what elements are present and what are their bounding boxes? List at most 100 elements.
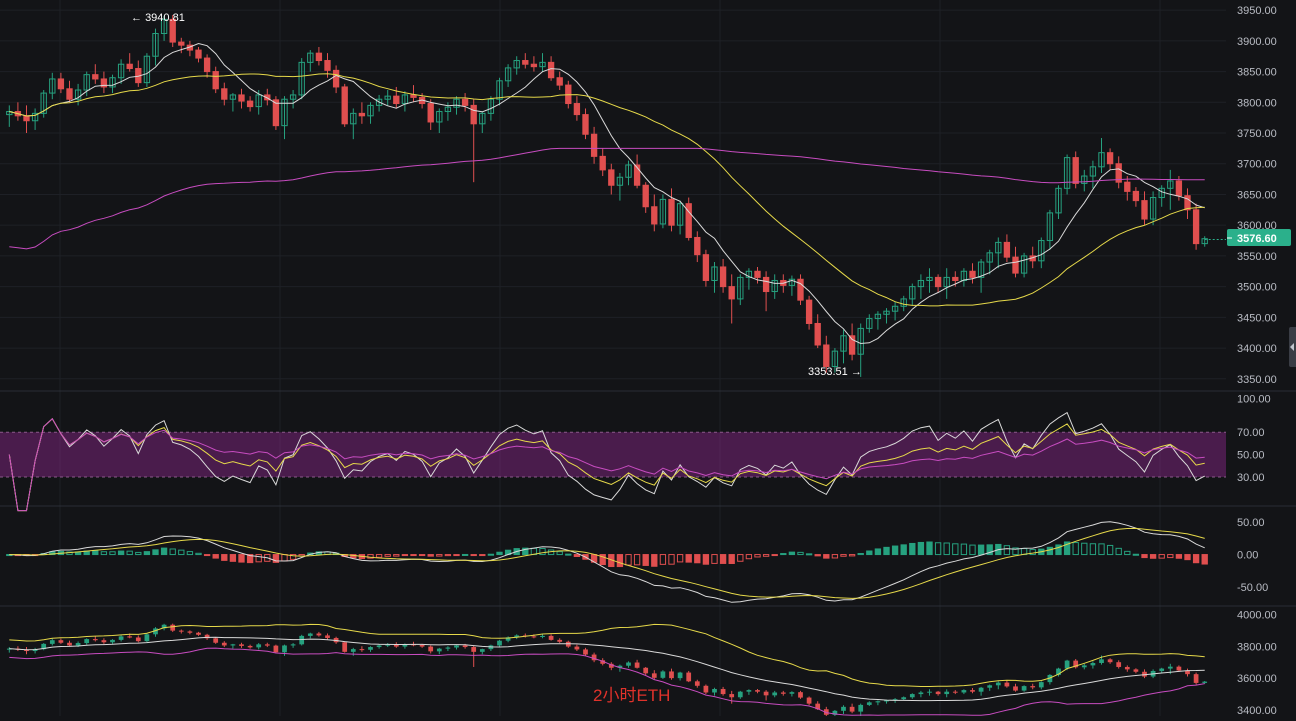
candle-up: [866, 318, 873, 329]
candle-down: [410, 94, 417, 98]
price-tick-label: 3650.00: [1237, 189, 1277, 201]
candle-down: [633, 164, 641, 186]
candle-down: [1192, 209, 1200, 245]
macd-histogram-bar: [436, 554, 443, 557]
overview-candle: [1090, 662, 1096, 666]
macd-histogram-bar: [969, 544, 976, 556]
overview-candle: [694, 681, 700, 686]
macd-histogram-bar: [203, 554, 211, 557]
candle-up: [1089, 166, 1097, 177]
overview-candle: [772, 692, 778, 696]
candle-up: [49, 78, 56, 94]
macd-histogram-bar: [831, 554, 839, 559]
overview-candle: [849, 706, 855, 712]
overview-candle: [24, 649, 29, 652]
candle-up: [840, 335, 847, 352]
overview-candle: [1167, 666, 1173, 669]
overview-candle: [178, 630, 184, 632]
ma-fast-line: [9, 42, 1205, 345]
overview-candle: [514, 635, 520, 638]
overview-candle: [264, 644, 270, 646]
candle-down: [805, 299, 813, 324]
candle-up: [1055, 187, 1062, 214]
overview-candle: [703, 685, 709, 693]
macd-histogram-bar: [1132, 553, 1140, 556]
macd-histogram-bar: [470, 554, 477, 557]
overview-candle: [583, 649, 588, 655]
macd-histogram-bar: [1192, 554, 1200, 564]
macd-histogram-bar: [900, 544, 907, 556]
overview-tick-label: 3400.00: [1237, 705, 1277, 716]
overview-candle: [815, 703, 821, 710]
candle-up: [900, 298, 907, 307]
overview-candle: [110, 639, 115, 643]
candle-up: [1081, 175, 1088, 184]
macd-histogram-bar: [711, 554, 718, 564]
candle-up: [255, 94, 262, 108]
candle-up: [160, 18, 168, 34]
candle-up: [883, 310, 890, 315]
last-price-tag: 3576.60: [1227, 229, 1291, 246]
candle-down: [668, 198, 675, 226]
candle-up: [444, 106, 452, 113]
candle-down: [1124, 181, 1131, 192]
macd-histogram-bar: [109, 551, 116, 556]
macd-histogram-bar: [367, 554, 374, 559]
macd-histogram-bar: [212, 554, 219, 559]
overview-candle: [1047, 674, 1053, 683]
candle-down: [823, 344, 830, 367]
candle-up: [143, 55, 151, 84]
macd-histogram-bar: [556, 551, 563, 556]
macd-histogram-bar: [625, 554, 632, 566]
macd-histogram-bar: [178, 549, 185, 556]
candle-up: [539, 61, 546, 68]
overview-candle: [471, 647, 477, 652]
overview-candle: [41, 643, 47, 650]
macd-histogram-bar: [642, 554, 649, 566]
candle-up: [891, 305, 899, 312]
price-axis-collapse-handle[interactable]: [1289, 327, 1296, 367]
candle-up: [496, 80, 503, 100]
candle-up: [229, 94, 237, 100]
macd-histogram-bar: [926, 541, 933, 556]
candle-up: [977, 261, 985, 278]
candle-down: [952, 276, 959, 281]
candle-up: [874, 313, 882, 320]
candle-down: [590, 133, 598, 157]
macd-histogram-bar: [221, 554, 228, 561]
candle-up: [711, 266, 718, 281]
candle-down: [169, 18, 176, 43]
candle-up: [487, 98, 495, 114]
overview-candle: [1193, 674, 1199, 683]
overview-tick-label: 3600.00: [1237, 673, 1277, 685]
candle-up: [436, 111, 443, 123]
overview-candle: [204, 634, 210, 639]
overview-candle: [230, 644, 236, 646]
candle-down: [814, 322, 821, 346]
overview-candle: [927, 691, 932, 693]
macd-histogram-bar: [745, 554, 753, 560]
overview-candle: [798, 692, 803, 698]
candle-down: [1012, 256, 1019, 274]
overview-candle: [505, 637, 511, 641]
overview-candle: [935, 691, 941, 695]
macd-histogram-bar: [668, 554, 675, 565]
candle-down: [126, 63, 133, 70]
candle-down: [470, 104, 477, 125]
overview-candle: [531, 636, 537, 638]
overview-candle: [884, 700, 889, 702]
overview-candle: [686, 672, 692, 682]
macd-histogram-bar: [195, 552, 202, 556]
macd-histogram-bar: [186, 551, 194, 556]
macd-histogram-bar: [943, 542, 950, 556]
macd-histogram-bar: [160, 547, 168, 556]
rsi-tick-label: 100.00: [1237, 394, 1271, 406]
macd-histogram-bar: [986, 544, 993, 556]
candle-up: [771, 279, 778, 293]
overview-candle: [961, 690, 967, 693]
low-annotation: 3353.51 →: [808, 366, 862, 378]
overview-candle: [1073, 660, 1079, 668]
